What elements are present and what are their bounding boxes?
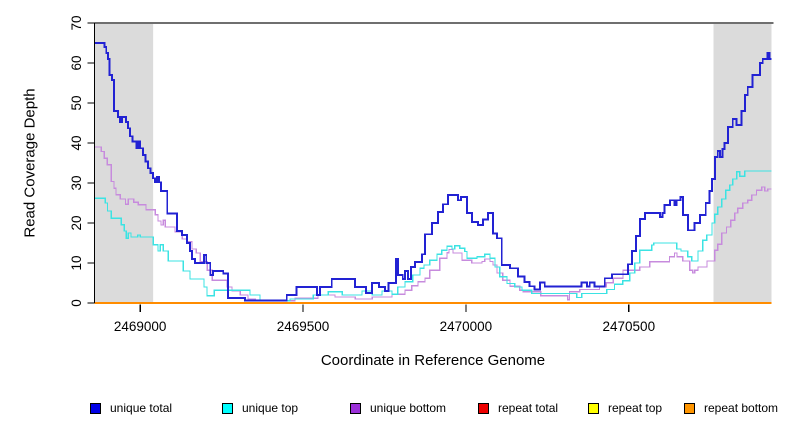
- shaded-region: [94, 23, 154, 303]
- series-line-unique-top: [94, 170, 772, 302]
- legend-swatch-repeat-top: [588, 402, 599, 414]
- legend-label: unique bottom: [370, 401, 447, 415]
- chart-legend: unique total unique top unique bottom repea…: [0, 398, 792, 422]
- y-tick-label: 0: [69, 299, 84, 307]
- y-tick-label: 20: [69, 215, 84, 230]
- legend-item-repeat-total: repeat total: [478, 398, 558, 418]
- legend-item-unique-bottom: unique bottom: [350, 398, 446, 418]
- y-axis-title: Read Coverage Depth: [21, 88, 39, 238]
- legend-item-repeat-top: repeat top: [588, 398, 662, 418]
- shaded-region: [713, 23, 772, 303]
- legend-swatch-unique-bottom: [350, 402, 361, 414]
- legend-label: repeat bottom: [704, 401, 779, 415]
- x-tick-label: 2470500: [603, 319, 656, 334]
- legend-label: unique total: [110, 401, 173, 415]
- legend-swatch-repeat-total: [478, 402, 489, 414]
- legend-swatch-unique-top: [222, 402, 233, 414]
- x-tick-label: 2469500: [277, 319, 330, 334]
- legend-label: unique top: [242, 401, 299, 415]
- y-tick-label: 50: [69, 95, 84, 110]
- x-tick-label: 2469000: [114, 319, 167, 334]
- x-tick-label: 2470000: [440, 319, 493, 334]
- legend-swatch-unique-total: [90, 402, 101, 414]
- legend-item-repeat-bottom: repeat bottom: [684, 398, 778, 418]
- y-tick-label: 10: [69, 255, 84, 270]
- legend-item-unique-top: unique top: [222, 398, 298, 418]
- y-tick-label: 40: [69, 135, 84, 150]
- x-axis-title: Coordinate in Reference Genome: [320, 352, 546, 369]
- y-tick-label: 60: [69, 55, 84, 70]
- y-tick-label: 70: [69, 15, 84, 30]
- legend-item-unique-total: unique total: [90, 398, 172, 418]
- y-tick-label: 30: [69, 175, 84, 190]
- legend-label: repeat top: [608, 401, 663, 415]
- legend-swatch-repeat-bottom: [684, 402, 695, 414]
- series-line-unique-bottom: [94, 146, 772, 302]
- series-line-unique-total: [94, 42, 772, 302]
- legend-label: repeat total: [498, 401, 559, 415]
